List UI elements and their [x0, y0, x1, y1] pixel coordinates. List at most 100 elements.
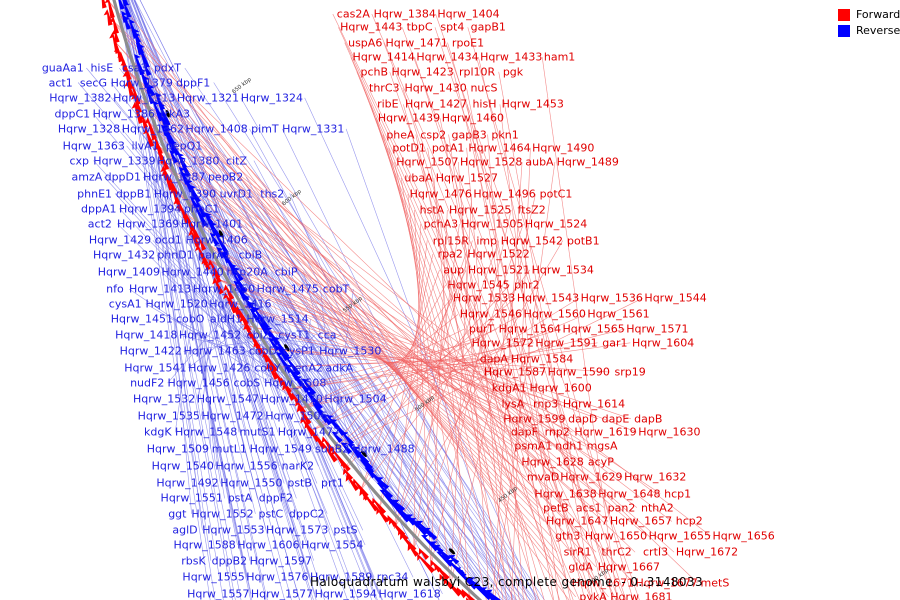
- gene-label: ubaA: [404, 171, 433, 185]
- gene-label: pchA3: [423, 217, 459, 231]
- gene-label: rpl15R: [432, 234, 469, 247]
- gene-label: gapB1: [470, 20, 506, 34]
- gene-label: Hqrw_1564: [498, 322, 561, 336]
- gene-label: Hqrw_1339: [93, 154, 156, 168]
- gene-label: ths2: [260, 187, 285, 201]
- gene-label: potB1: [567, 234, 600, 247]
- gene-label: spt4: [440, 20, 465, 34]
- gene-label: Hqrw_1681: [610, 590, 673, 600]
- gene-label: Hqrw_1535: [137, 409, 200, 423]
- scale-tick-marks: [165, 110, 456, 555]
- gene-label: Hqrw_1542: [500, 234, 564, 247]
- gene-label: aldH1: [210, 312, 243, 326]
- gene-label: Hqrw_1429: [88, 233, 152, 247]
- genome-backbone-arc: [112, 0, 483, 600]
- forward-leader-lines: [107, 0, 711, 600]
- gene-label: dapA: [479, 352, 508, 366]
- gene-label: Hqrw_1321: [176, 91, 240, 105]
- gene-label: mutL1: [211, 442, 247, 456]
- gene-label: parA1: [198, 248, 231, 262]
- gene-label: phnC1: [183, 202, 220, 216]
- gene-label: Hqrw_1470: [260, 392, 323, 406]
- gene-label: dppF2: [258, 491, 294, 505]
- gene-label: secG: [79, 76, 107, 90]
- gene-label: Hqrw_1463: [183, 344, 246, 358]
- gene-label: hsp20A: [226, 265, 268, 279]
- gene-label: Hqrw_1507: [396, 155, 459, 169]
- gene-label: Hqrw_1492: [156, 476, 219, 490]
- forward-strand-features: [101, 0, 476, 600]
- gene-label: cysA1: [108, 297, 142, 311]
- gene-label: mgsA: [586, 439, 618, 453]
- gene-label: Hqrw_1433: [480, 50, 543, 64]
- gene-label: Hqrw_1565: [562, 322, 625, 336]
- gene-label: Hqrw_1560: [523, 307, 586, 321]
- gene-label: gldA: [568, 560, 593, 574]
- gene-label: Hqrw_1380: [157, 154, 220, 168]
- gene-label: Hqrw_1556: [215, 459, 278, 473]
- gene-label: Hqrw_1394: [119, 202, 182, 216]
- gene-label: cysP1: [282, 344, 315, 358]
- gene-label: dppB2: [211, 554, 248, 568]
- gene-label: ggt: [168, 507, 187, 521]
- gene-label: Hqrw_1525: [449, 203, 512, 217]
- gene-label: crtI3: [642, 545, 669, 559]
- gene-label: cca: [317, 328, 337, 342]
- gene-label: pan2: [607, 501, 636, 515]
- gene-label: cbiB: [238, 248, 263, 262]
- gene-label: cobD: [248, 344, 278, 358]
- genome-title: Haloquadratum walsbyi C23, complete geno…: [310, 575, 704, 589]
- gene-label: Hqrw_1600: [529, 381, 592, 395]
- gene-label: Hqrw_1439: [377, 111, 441, 125]
- gene-label: prt1: [321, 476, 344, 490]
- gene-label: Hqrw_1657: [609, 514, 673, 528]
- gene-label: dppF1: [176, 76, 211, 90]
- gene-label: aubA: [525, 155, 554, 169]
- gene-label: pepQ1: [165, 139, 203, 153]
- gene-label: Hqrw_1363: [62, 139, 125, 153]
- gene-label: amzA: [71, 170, 103, 184]
- gene-label: Hqrw_1606: [237, 538, 300, 552]
- gene-label: pheA: [386, 128, 415, 141]
- gene-label: Hqrw_1677: [635, 576, 698, 590]
- gene-label: pykA: [579, 590, 607, 600]
- gene-label: Hqrw_1547: [196, 392, 260, 406]
- gene-label: kdgA1: [491, 381, 527, 395]
- gene-label: Hqrw_1408: [185, 122, 248, 136]
- gene-label: Hqrw_1594: [314, 587, 377, 600]
- gene-label: Hqrw_1496: [473, 187, 536, 201]
- gene-label: Hqrw_1331: [282, 122, 345, 136]
- gene-label: Hqrw_1591: [535, 336, 598, 350]
- legend-row-forward: Forward: [838, 8, 900, 21]
- gene-label: ocd1: [154, 233, 182, 247]
- gene-label: dapB: [634, 412, 663, 426]
- gene-label: cbiP: [274, 265, 298, 279]
- gene-label: hisE: [90, 61, 114, 75]
- gene-label: psmA1: [514, 439, 553, 453]
- gene-label: csa3: [121, 61, 148, 75]
- gene-label: Hqrw_1384: [373, 7, 436, 21]
- gene-label: Hqrw_1550: [220, 476, 283, 490]
- gene-label: Hqrw_1534: [531, 263, 594, 277]
- gene-label: potD1: [392, 141, 426, 155]
- gene-label: Hqrw_1589: [310, 570, 373, 584]
- gene-label: dppD1: [104, 170, 142, 184]
- gene-label: csp2: [420, 128, 447, 141]
- gene-label: Hqrw_1632: [624, 470, 687, 484]
- gene-label: Hqrw_1667: [597, 560, 661, 574]
- gene-label: Hqrw_1571: [626, 322, 689, 336]
- gene-label: Hqrw_1414: [352, 50, 415, 64]
- gene-label: Hqrw_1477: [277, 425, 341, 439]
- gene-label: rpl10R: [458, 65, 496, 79]
- gene-label: Hqrw_1505: [461, 217, 524, 231]
- gene-label: Hqrw_1528: [460, 155, 523, 169]
- gene-label: Hqrw_1628: [521, 455, 584, 469]
- gene-label: rpc34: [376, 570, 409, 584]
- gene-label: Hqrw_1548: [174, 425, 238, 439]
- gene-label: cobO: [175, 312, 205, 326]
- gene-label: ilvA1: [131, 139, 159, 153]
- gene-label: act1: [48, 76, 73, 90]
- gene-label: dppC1: [54, 107, 91, 121]
- gene-label: pstC: [258, 507, 284, 521]
- gene-label: nfo: [106, 282, 124, 296]
